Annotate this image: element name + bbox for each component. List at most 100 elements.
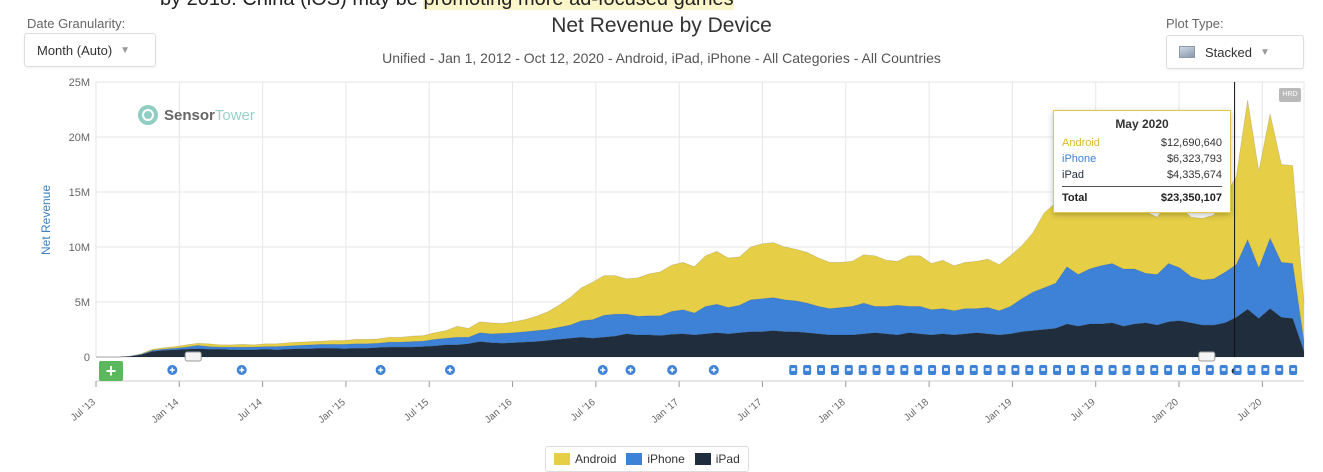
legend-item-ipad[interactable]: iPad xyxy=(694,452,740,466)
tooltip-ipad-value: $4,335,674 xyxy=(1166,169,1222,181)
legend: Android iPhone iPad xyxy=(545,446,749,472)
event-release-glyph-icon xyxy=(819,368,824,371)
y-tick-label: 25M xyxy=(69,77,90,89)
event-release-glyph-icon xyxy=(943,368,948,371)
add-annotation-button[interactable]: + xyxy=(99,361,123,381)
event-release-glyph-icon xyxy=(985,368,990,371)
area-series xyxy=(96,100,1305,374)
legend-swatch-iphone xyxy=(626,453,643,465)
tooltip-title: May 2020 xyxy=(1115,117,1169,131)
x-tick-label: Jan '17 xyxy=(650,397,682,426)
event-release-glyph-icon xyxy=(1277,368,1282,371)
event-plus-glyph-icon xyxy=(628,367,634,373)
x-tick-label: Jan '20 xyxy=(1149,397,1181,426)
tooltip-android-value: $12,690,640 xyxy=(1160,137,1222,149)
tooltip-ipad-label: iPad xyxy=(1062,169,1085,181)
header-text-part2: promoting more ad-focused games xyxy=(423,0,734,10)
area-iphone xyxy=(96,238,1304,357)
event-plus-glyph-icon xyxy=(378,367,384,373)
tooltip-android-label: Android xyxy=(1062,137,1100,149)
sensortower-watermark: SensorTower xyxy=(138,105,255,125)
event-release-glyph-icon xyxy=(1235,368,1240,371)
event-release-glyph-icon xyxy=(1249,368,1254,371)
y-tick-label: 5M xyxy=(75,297,90,309)
y-tick-label: 15M xyxy=(69,187,90,199)
event-release-glyph-icon xyxy=(846,368,851,371)
event-release-glyph-icon xyxy=(916,368,921,371)
tooltip-row-android: Android $12,690,640 xyxy=(1062,135,1222,151)
event-release-glyph-icon xyxy=(805,368,810,371)
watermark-part2: Tower xyxy=(215,107,255,124)
event-release-glyph-icon xyxy=(1013,368,1018,371)
y-tick-label: 0 xyxy=(84,352,90,364)
header-text-part1: by 2018. China (iOS) may be xyxy=(160,0,423,10)
tooltip: May 2020 Android $12,690,640 iPhone $6,3… xyxy=(1053,110,1231,213)
x-tick-label: Jan '14 xyxy=(150,397,182,426)
event-release-glyph-icon xyxy=(1138,368,1143,371)
event-release-glyph-icon xyxy=(902,368,907,371)
plot-type-label: Plot Type: xyxy=(1166,16,1224,31)
event-release-glyph-icon xyxy=(1291,368,1296,371)
x-tick-label: Jul '16 xyxy=(569,397,598,424)
event-release-glyph-icon xyxy=(1027,368,1032,371)
legend-item-iphone[interactable]: iPhone xyxy=(626,452,685,466)
legend-label-android: Android xyxy=(575,452,617,466)
event-release-glyph-icon xyxy=(999,368,1004,371)
event-release-glyph-icon xyxy=(1068,368,1073,371)
event-release-glyph-icon xyxy=(1096,368,1101,371)
event-plus-glyph-icon xyxy=(711,367,717,373)
area-outline-iphone xyxy=(96,237,1305,358)
event-release-glyph-icon xyxy=(888,368,893,371)
x-tick-label: Jan '15 xyxy=(316,397,348,426)
event-release-glyph-icon xyxy=(1263,368,1268,371)
legend-swatch-android xyxy=(554,453,570,465)
event-release-glyph-icon xyxy=(1041,368,1046,371)
event-release-glyph-icon xyxy=(832,368,837,371)
x-tick-label: Jul '14 xyxy=(236,397,265,424)
x-tick-label: Jul '19 xyxy=(1069,397,1098,424)
granularity-dropdown[interactable]: Month (Auto) ▼ xyxy=(24,33,156,67)
tooltip-row-ipad: iPad $4,335,674 xyxy=(1062,167,1222,183)
x-tick-label: Jan '16 xyxy=(483,397,515,426)
tooltip-row-total: Total $23,350,107 xyxy=(1062,186,1222,206)
event-release-glyph-icon xyxy=(791,368,796,371)
x-axis: Jul '13 Jan '14 Jul '14 Jan '15 Jul '15 Jan '… xyxy=(69,380,1304,426)
event-release-glyph-icon xyxy=(1152,368,1157,371)
plot-type-value: Stacked xyxy=(1205,44,1252,60)
event-release-glyph-icon xyxy=(971,368,976,371)
watermark-text: SensorTower xyxy=(164,107,255,124)
area-chart-icon xyxy=(1179,46,1195,58)
legend-item-android[interactable]: Android xyxy=(554,452,616,466)
event-release-glyph-icon xyxy=(874,368,879,371)
x-tick-label: Jan '19 xyxy=(983,397,1015,426)
annotation-bubble-icon[interactable] xyxy=(1198,351,1216,362)
chart-subtitle: Unified - Jan 1, 2012 - Oct 12, 2020 - A… xyxy=(382,50,941,66)
header-text: by 2018. China (iOS) may be promoting mo… xyxy=(160,0,734,11)
event-release-glyph-icon xyxy=(1082,368,1087,371)
hrd-button[interactable]: HRD xyxy=(1279,88,1301,102)
event-markers xyxy=(167,351,1298,375)
sensortower-logo-inner-icon xyxy=(142,109,154,121)
legend-label-ipad: iPad xyxy=(715,452,740,466)
x-tick-label: Jul '17 xyxy=(735,397,764,424)
y-axis-label: Net Revenue xyxy=(39,185,53,255)
event-plus-glyph-icon xyxy=(239,367,245,373)
annotation-bubble-icon[interactable] xyxy=(184,351,202,362)
granularity-value: Month (Auto) xyxy=(37,42,113,58)
event-release-glyph-icon xyxy=(1124,368,1129,371)
tooltip-total-label: Total xyxy=(1062,192,1088,204)
area-ipad xyxy=(96,308,1304,357)
chevron-down-icon: ▼ xyxy=(120,44,131,56)
tooltip-row-iphone: iPhone $6,323,793 xyxy=(1062,151,1222,167)
area-outline-ipad xyxy=(96,308,1305,358)
x-tick-label: Jul '13 xyxy=(69,397,98,424)
legend-label-iphone: iPhone xyxy=(647,452,685,466)
event-release-glyph-icon xyxy=(1110,368,1115,371)
chevron-down-icon: ▼ xyxy=(1259,46,1270,58)
tooltip-iphone-label: iPhone xyxy=(1062,153,1097,165)
chart-title: Net Revenue by Device xyxy=(551,14,772,37)
plot-type-dropdown[interactable]: Stacked ▼ xyxy=(1166,35,1304,69)
event-release-glyph-icon xyxy=(930,368,935,371)
y-axis: 0 5M 10M 15M 20M 25M xyxy=(69,77,90,364)
